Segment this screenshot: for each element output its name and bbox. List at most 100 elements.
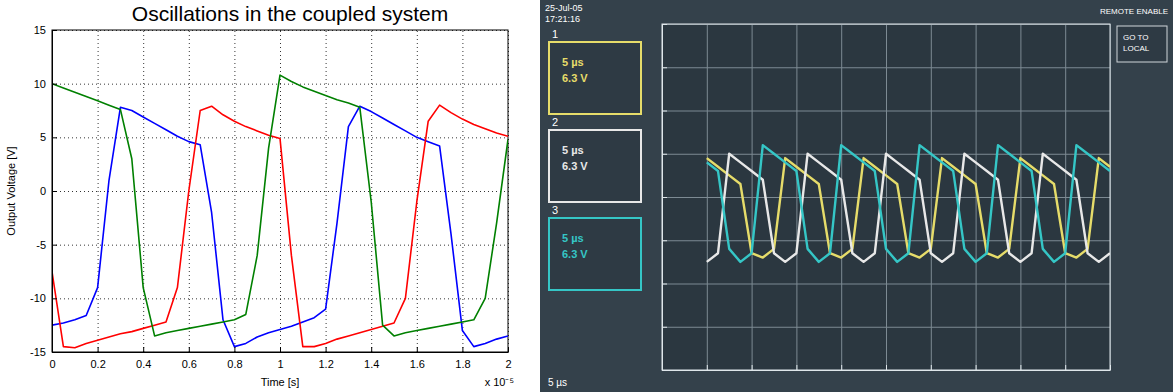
chart: 00.20.40.60.811.21.41.61.82-15-10-505101… xyxy=(5,2,514,388)
plot-frame xyxy=(52,30,508,352)
grid-line xyxy=(52,245,508,246)
tick-mark xyxy=(662,370,667,371)
channel-scale: 6.3 V xyxy=(562,72,588,84)
tick-mark xyxy=(326,347,327,352)
x-tick xyxy=(976,365,977,370)
x-tick xyxy=(1065,365,1066,370)
x-tick xyxy=(931,365,932,370)
tick-mark xyxy=(931,365,932,370)
tick-mark xyxy=(662,67,667,68)
button-label: LOCAL xyxy=(1123,44,1150,53)
tick-mark xyxy=(234,347,235,352)
grid-tick xyxy=(52,84,508,85)
tick-label: 1.2 xyxy=(318,358,333,370)
tick-mark xyxy=(662,240,667,241)
tick-mark xyxy=(841,365,842,370)
grid-tick xyxy=(662,111,1110,112)
tick-label: 0.8 xyxy=(227,358,242,370)
tick-label: 0.4 xyxy=(136,358,151,370)
x-tick: 0.2 xyxy=(90,347,105,370)
button-label: GO TO xyxy=(1123,33,1149,42)
tick-mark xyxy=(52,30,57,31)
tick-mark xyxy=(417,347,418,352)
y-axis: -15-10-5051015 xyxy=(30,24,57,358)
time: 17:21:16 xyxy=(545,14,580,24)
series-line xyxy=(52,105,508,348)
tick-mark xyxy=(796,365,797,370)
button-frame xyxy=(1117,26,1167,62)
grid-line xyxy=(371,30,372,352)
y-tick: -15 xyxy=(30,346,57,358)
x-tick xyxy=(707,365,708,370)
tick-mark xyxy=(98,347,99,352)
tick-label: -10 xyxy=(30,292,46,304)
grid-line xyxy=(662,111,1110,112)
tick-mark xyxy=(52,352,57,353)
tick-mark xyxy=(52,191,57,192)
tick-mark xyxy=(52,245,57,246)
channel-scale: 5 µs xyxy=(562,56,584,68)
grid-line xyxy=(98,30,99,352)
grid-tick xyxy=(662,370,1110,371)
grid-line xyxy=(662,284,1110,285)
tick-mark xyxy=(189,347,190,352)
grid-tick xyxy=(52,298,508,299)
y-tick xyxy=(662,240,667,241)
grid-tick xyxy=(52,191,508,192)
plot-background xyxy=(662,24,1110,370)
y-tick xyxy=(662,327,667,328)
status: REMOTE ENABLE xyxy=(1100,7,1168,16)
tick-mark xyxy=(662,197,667,198)
y-tick xyxy=(662,154,667,155)
x-tick xyxy=(841,365,842,370)
grid-line xyxy=(52,298,508,299)
grid-line xyxy=(143,30,144,352)
series-group xyxy=(52,75,508,348)
grid-line xyxy=(662,327,1110,328)
channel-box: 15 µs6.3 V xyxy=(549,28,641,114)
y-tick: -10 xyxy=(30,292,57,304)
tick-mark xyxy=(462,347,463,352)
y-grid xyxy=(662,25,1110,371)
grid-line xyxy=(662,67,1110,68)
tick-label: 5 xyxy=(40,131,46,143)
grid-line xyxy=(462,30,463,352)
grid-tick xyxy=(462,30,463,352)
screen-panel xyxy=(540,0,1173,392)
grid-tick xyxy=(234,30,235,352)
tick-label: -15 xyxy=(30,346,46,358)
x-tick xyxy=(1020,365,1021,370)
chart-title: Oscillations in the coupled system xyxy=(132,2,448,25)
y-axis-title: Output Voltage [V] xyxy=(5,146,17,235)
x-axis: 00.20.40.60.811.21.41.61.82 xyxy=(49,347,511,370)
x-tick: 0.4 xyxy=(136,347,151,370)
channel-frame xyxy=(549,130,641,202)
tick-mark xyxy=(280,347,281,352)
y-tick xyxy=(662,197,667,198)
grid-tick xyxy=(662,67,1110,68)
channel-scale: 5 µs xyxy=(562,232,584,244)
grid-line xyxy=(234,30,235,352)
channel-number: 3 xyxy=(552,204,558,216)
y-grid xyxy=(52,31,508,353)
x-axis xyxy=(663,365,1111,371)
tick-mark xyxy=(52,84,57,85)
x-tick: 2 xyxy=(505,347,511,370)
series-group xyxy=(707,145,1110,262)
tick-label: -5 xyxy=(36,239,46,251)
x-tick: 0.6 xyxy=(182,347,197,370)
tick-mark xyxy=(707,365,708,370)
channel-box: 25 µs6.3 V xyxy=(549,116,641,202)
series-line xyxy=(707,145,1110,262)
x-tick: 1.8 xyxy=(455,347,470,370)
grid-line xyxy=(662,370,1110,371)
tick-label: 10 xyxy=(34,78,46,90)
y-axis xyxy=(662,25,667,371)
tick-label: 2 xyxy=(505,358,511,370)
series-line xyxy=(52,75,508,336)
tick-mark xyxy=(662,327,667,328)
tick-mark xyxy=(1065,365,1066,370)
y-tick: 10 xyxy=(34,78,57,90)
annotations: 25-Jul-0517:21:16REMOTE ENABLEGO TOLOCAL… xyxy=(545,3,1168,388)
tick-mark xyxy=(1110,365,1111,370)
